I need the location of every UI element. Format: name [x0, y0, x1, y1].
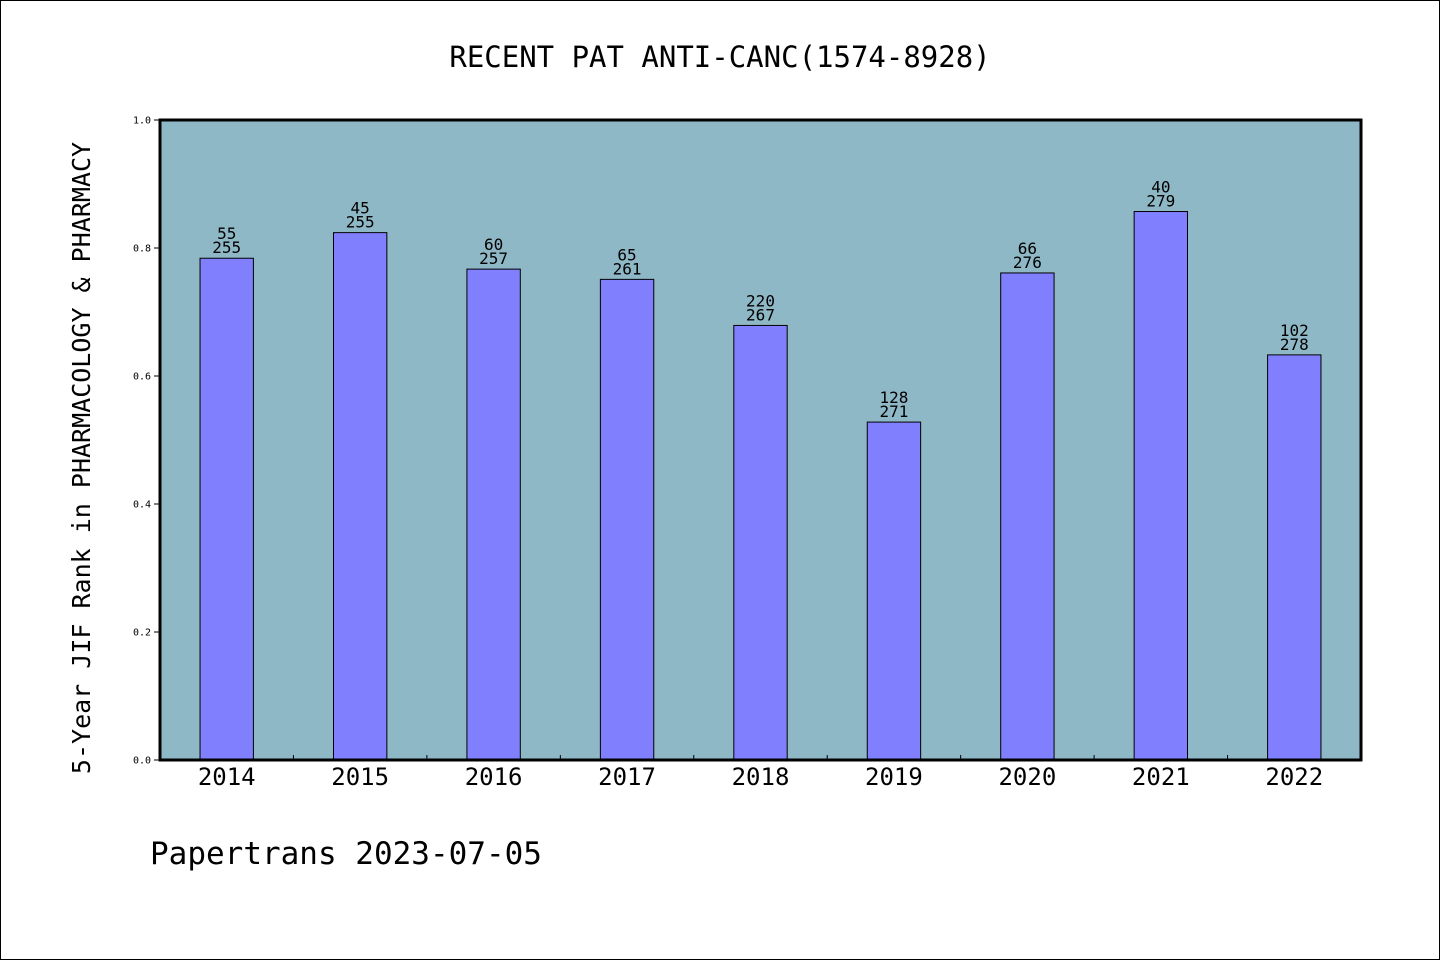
bar-rank-label: 55: [217, 224, 236, 243]
x-tick-label: 2021: [1132, 763, 1190, 791]
bar-2021: [1133, 211, 1189, 761]
bar-total-label: 261: [613, 259, 642, 278]
y-tick-label: 0.6: [133, 372, 151, 383]
bar-total-label: 267: [746, 305, 775, 324]
bar-rank-label: 45: [351, 199, 370, 218]
bar-rank-label: 220: [746, 291, 775, 310]
bar-2018: [733, 324, 788, 761]
bar-rank-label: 128: [879, 388, 908, 407]
bar-2014: [199, 257, 254, 761]
ticks-layer: 2014 2015 2016 2017 2018 2019 2020 2021 2022 0.0 0…: [133, 116, 1323, 792]
bar-total-label: 255: [212, 238, 241, 257]
y-tick-label: 0.4: [133, 500, 151, 511]
y-tick-label: 0.2: [133, 628, 151, 639]
bar-rank-label: 65: [617, 245, 636, 264]
bar-total-label: 255: [346, 213, 375, 232]
bars-layer: [199, 211, 1322, 761]
footer-credit: Papertrans 2023-07-05: [150, 836, 542, 872]
bar-2020: [1000, 272, 1055, 761]
y-tick-label: 0.8: [133, 244, 151, 255]
x-tick-label: 2017: [598, 763, 656, 791]
x-tick-label: 2020: [998, 763, 1056, 791]
bar-2016: [466, 268, 521, 761]
bar-total-label: 279: [1146, 192, 1175, 211]
bar-2022: [1267, 354, 1322, 761]
bar-2019: [866, 421, 922, 761]
bar-rank-label: 66: [1018, 239, 1037, 258]
y-tick-label: 1.0: [133, 116, 151, 127]
bar-total-label: 278: [1280, 335, 1309, 354]
bar-rank-label: 40: [1151, 178, 1170, 197]
bar-total-label: 271: [879, 402, 908, 421]
y-tick-label: 0.0: [133, 756, 151, 767]
x-tick-label: 2019: [865, 763, 923, 791]
bar-rank-label: 60: [484, 235, 503, 254]
x-tick-label: 2016: [465, 763, 523, 791]
x-tick-label: 2022: [1265, 763, 1323, 791]
x-tick-label: 2018: [732, 763, 790, 791]
bar-rank-label: 102: [1280, 321, 1309, 340]
x-tick-label: 2014: [198, 763, 256, 791]
plot-border: [158, 118, 1363, 762]
bar-total-label: 257: [479, 249, 508, 268]
bar-2015: [332, 232, 388, 761]
chart-title: RECENT PAT ANTI-CANC(1574-8928): [449, 40, 990, 74]
bar-2017: [599, 278, 655, 761]
bar-total-label: 276: [1013, 253, 1042, 272]
x-tick-label: 2015: [331, 763, 389, 791]
y-axis-label: 5-Year JIF Rank in PHARMACOLOGY & PHARMA…: [67, 142, 96, 774]
